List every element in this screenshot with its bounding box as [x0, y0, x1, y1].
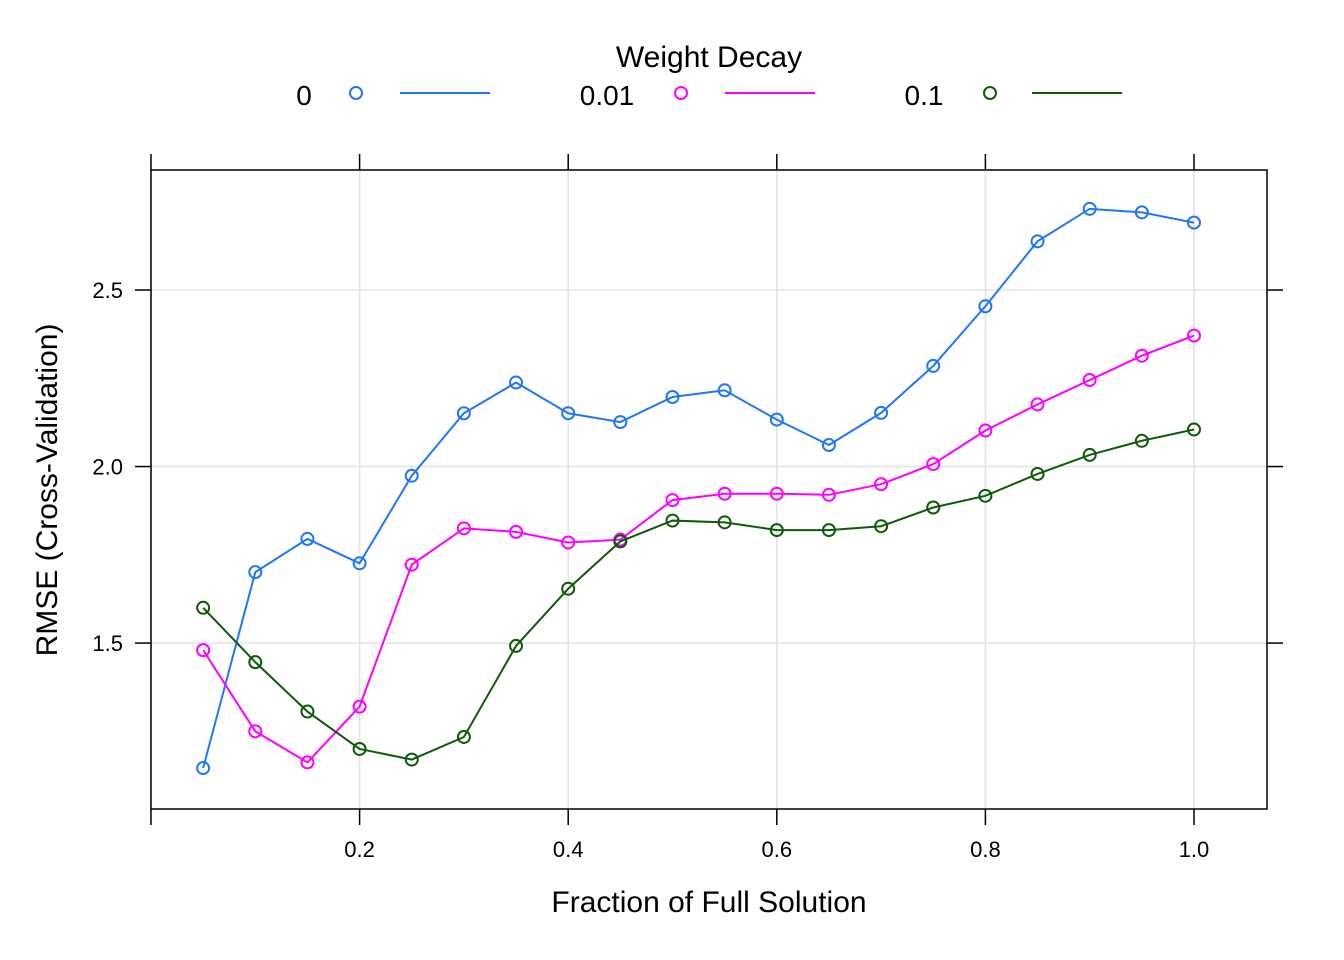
data-point — [352, 699, 367, 714]
data-point — [1082, 447, 1097, 462]
x-tick-label: 0.2 — [344, 837, 375, 862]
data-point — [248, 655, 263, 670]
data-point — [978, 488, 993, 503]
data-point — [1134, 205, 1149, 220]
axes: 0.2 0.4 0.6 0.8 1.0 1.5 2.0 2.5 — [92, 154, 1283, 862]
data-point — [1186, 215, 1201, 230]
data-point — [352, 556, 367, 571]
y-tick-label: 2.0 — [92, 455, 123, 480]
data-point — [300, 704, 315, 719]
data-point — [978, 299, 993, 314]
data-point — [248, 724, 263, 739]
data-point — [248, 565, 263, 580]
data-point — [874, 405, 889, 420]
legend-title: Weight Decay — [616, 41, 802, 74]
legend-entry-2: 0.1 — [905, 80, 1122, 111]
x-tick-label: 0.4 — [553, 837, 584, 862]
data-point — [613, 415, 628, 430]
data-point — [1030, 234, 1045, 249]
series-layer — [196, 201, 1201, 776]
legend-entry-0: 0 — [296, 80, 490, 111]
data-point — [926, 457, 941, 472]
data-point — [665, 493, 680, 508]
data-point — [717, 383, 732, 398]
data-point — [404, 557, 419, 572]
data-point — [769, 523, 784, 538]
data-point — [404, 752, 419, 767]
data-point — [300, 755, 315, 770]
series-line-2 — [202, 428, 1195, 761]
data-point — [665, 390, 680, 405]
data-point — [561, 406, 576, 421]
data-point — [665, 513, 680, 528]
y-tick-label: 2.5 — [92, 278, 123, 303]
data-point — [1186, 422, 1201, 437]
legend: Weight Decay 0 0.01 0.1 — [296, 41, 1122, 111]
legend-label-2: 0.1 — [905, 80, 944, 111]
x-tick-label: 0.8 — [970, 837, 1001, 862]
data-point — [300, 531, 315, 546]
data-point — [926, 500, 941, 515]
data-point — [1134, 433, 1149, 448]
data-point — [456, 729, 471, 744]
data-point — [874, 477, 889, 492]
data-point — [821, 487, 836, 502]
series-0 — [196, 201, 1201, 776]
data-point — [404, 468, 419, 483]
y-tick-label: 1.5 — [92, 631, 123, 656]
data-point — [769, 486, 784, 501]
data-point — [509, 375, 524, 390]
data-point — [717, 486, 732, 501]
data-point — [509, 524, 524, 539]
data-point — [352, 741, 367, 756]
data-point — [821, 523, 836, 538]
data-point — [769, 412, 784, 427]
x-axis-label: Fraction of Full Solution — [551, 886, 866, 919]
series-2 — [196, 422, 1201, 767]
legend-label-0: 0 — [296, 80, 312, 111]
data-point — [456, 406, 471, 421]
x-tick-label: 1.0 — [1179, 837, 1210, 862]
data-point — [196, 761, 211, 776]
data-point — [717, 515, 732, 530]
series-1 — [196, 328, 1201, 770]
data-point — [1082, 373, 1097, 388]
data-point — [456, 521, 471, 536]
data-point — [821, 438, 836, 453]
legend-label-1: 0.01 — [580, 80, 635, 111]
data-point — [561, 535, 576, 550]
legend-marker-0 — [349, 86, 363, 100]
series-line-1 — [202, 334, 1195, 764]
data-point — [1030, 397, 1045, 412]
data-point — [926, 358, 941, 373]
series-line-0 — [202, 207, 1195, 769]
plot-frame — [150, 169, 1268, 810]
data-point — [1186, 328, 1201, 343]
legend-entry-1: 0.01 — [580, 80, 815, 111]
data-point — [874, 519, 889, 534]
data-point — [978, 423, 993, 438]
legend-marker-2 — [983, 86, 997, 100]
y-axis-label: RMSE (Cross-Validation) — [31, 324, 64, 657]
data-point — [1082, 201, 1097, 216]
data-point — [613, 534, 628, 549]
data-point — [1134, 348, 1149, 363]
grid — [150, 170, 1267, 809]
data-point — [196, 600, 211, 615]
x-tick-label: 0.6 — [761, 837, 792, 862]
data-point — [196, 643, 211, 658]
data-point — [1030, 466, 1045, 481]
data-point — [509, 638, 524, 653]
data-point — [561, 581, 576, 596]
legend-marker-1 — [674, 86, 688, 100]
